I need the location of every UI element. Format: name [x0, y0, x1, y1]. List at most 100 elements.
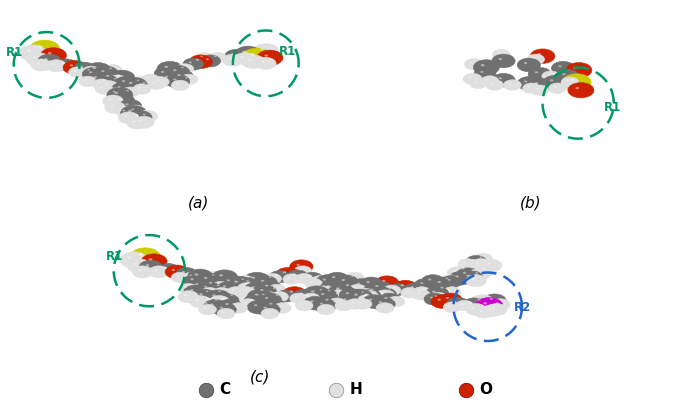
- Circle shape: [236, 275, 254, 286]
- Circle shape: [379, 301, 382, 303]
- Circle shape: [230, 294, 233, 296]
- Circle shape: [471, 295, 494, 308]
- Circle shape: [89, 71, 92, 73]
- Circle shape: [138, 79, 155, 89]
- Circle shape: [332, 276, 336, 278]
- Circle shape: [102, 79, 105, 81]
- Circle shape: [132, 109, 134, 110]
- Circle shape: [476, 263, 480, 265]
- Circle shape: [176, 267, 197, 279]
- Circle shape: [147, 77, 149, 79]
- Circle shape: [189, 55, 212, 69]
- Circle shape: [143, 114, 146, 115]
- Circle shape: [357, 283, 360, 285]
- Circle shape: [122, 80, 125, 82]
- Circle shape: [387, 296, 405, 307]
- Circle shape: [158, 72, 182, 85]
- Circle shape: [282, 294, 285, 295]
- Circle shape: [535, 71, 538, 73]
- Circle shape: [317, 304, 335, 315]
- Circle shape: [462, 298, 486, 312]
- Circle shape: [434, 295, 437, 297]
- Circle shape: [290, 291, 293, 293]
- Circle shape: [112, 94, 135, 108]
- Circle shape: [360, 277, 383, 291]
- Circle shape: [442, 275, 462, 288]
- Circle shape: [342, 279, 345, 281]
- Circle shape: [362, 284, 388, 300]
- Circle shape: [105, 101, 125, 113]
- Circle shape: [171, 70, 194, 84]
- Circle shape: [196, 299, 199, 301]
- Circle shape: [310, 300, 314, 302]
- Circle shape: [250, 299, 253, 301]
- Circle shape: [295, 296, 297, 298]
- Circle shape: [99, 71, 123, 85]
- Circle shape: [207, 271, 225, 282]
- Circle shape: [220, 275, 243, 289]
- Circle shape: [260, 289, 264, 291]
- Circle shape: [496, 302, 499, 304]
- Circle shape: [238, 287, 256, 297]
- Circle shape: [448, 305, 451, 306]
- Circle shape: [187, 269, 213, 284]
- Circle shape: [460, 271, 483, 284]
- Circle shape: [215, 299, 218, 301]
- Circle shape: [173, 69, 177, 71]
- Circle shape: [469, 269, 490, 281]
- Circle shape: [234, 281, 238, 283]
- Circle shape: [212, 274, 214, 275]
- Circle shape: [37, 63, 40, 64]
- Circle shape: [549, 83, 566, 93]
- Circle shape: [109, 67, 112, 69]
- Circle shape: [212, 282, 229, 292]
- Circle shape: [33, 57, 36, 59]
- Circle shape: [373, 291, 377, 293]
- Circle shape: [261, 308, 279, 319]
- Circle shape: [178, 291, 199, 303]
- Circle shape: [197, 273, 221, 287]
- Circle shape: [119, 112, 139, 124]
- Circle shape: [523, 83, 540, 93]
- Circle shape: [134, 263, 137, 265]
- Circle shape: [273, 287, 275, 289]
- Circle shape: [146, 264, 149, 266]
- Circle shape: [474, 81, 477, 83]
- Circle shape: [127, 117, 147, 129]
- Circle shape: [463, 261, 466, 263]
- Circle shape: [425, 287, 449, 300]
- Circle shape: [336, 288, 340, 290]
- Circle shape: [405, 283, 425, 295]
- Circle shape: [219, 274, 223, 277]
- Circle shape: [470, 62, 473, 63]
- Circle shape: [377, 293, 401, 307]
- Circle shape: [464, 59, 484, 70]
- Circle shape: [179, 284, 197, 294]
- Circle shape: [227, 279, 230, 282]
- Circle shape: [376, 303, 394, 313]
- Circle shape: [306, 295, 310, 297]
- Circle shape: [46, 60, 66, 72]
- Circle shape: [483, 302, 487, 304]
- Circle shape: [290, 293, 308, 304]
- Circle shape: [203, 307, 206, 309]
- Circle shape: [351, 275, 353, 277]
- Circle shape: [220, 307, 223, 309]
- Circle shape: [319, 295, 342, 308]
- Circle shape: [181, 67, 184, 68]
- Circle shape: [129, 82, 133, 84]
- Circle shape: [302, 293, 320, 304]
- Circle shape: [105, 83, 108, 85]
- Circle shape: [114, 78, 116, 79]
- Circle shape: [260, 48, 264, 51]
- Circle shape: [346, 292, 349, 294]
- Circle shape: [456, 275, 459, 277]
- Circle shape: [103, 95, 123, 107]
- Circle shape: [290, 260, 313, 273]
- Circle shape: [257, 50, 283, 65]
- Circle shape: [458, 259, 476, 269]
- Circle shape: [416, 284, 439, 298]
- Circle shape: [347, 289, 373, 304]
- Circle shape: [469, 77, 471, 78]
- Circle shape: [216, 284, 219, 286]
